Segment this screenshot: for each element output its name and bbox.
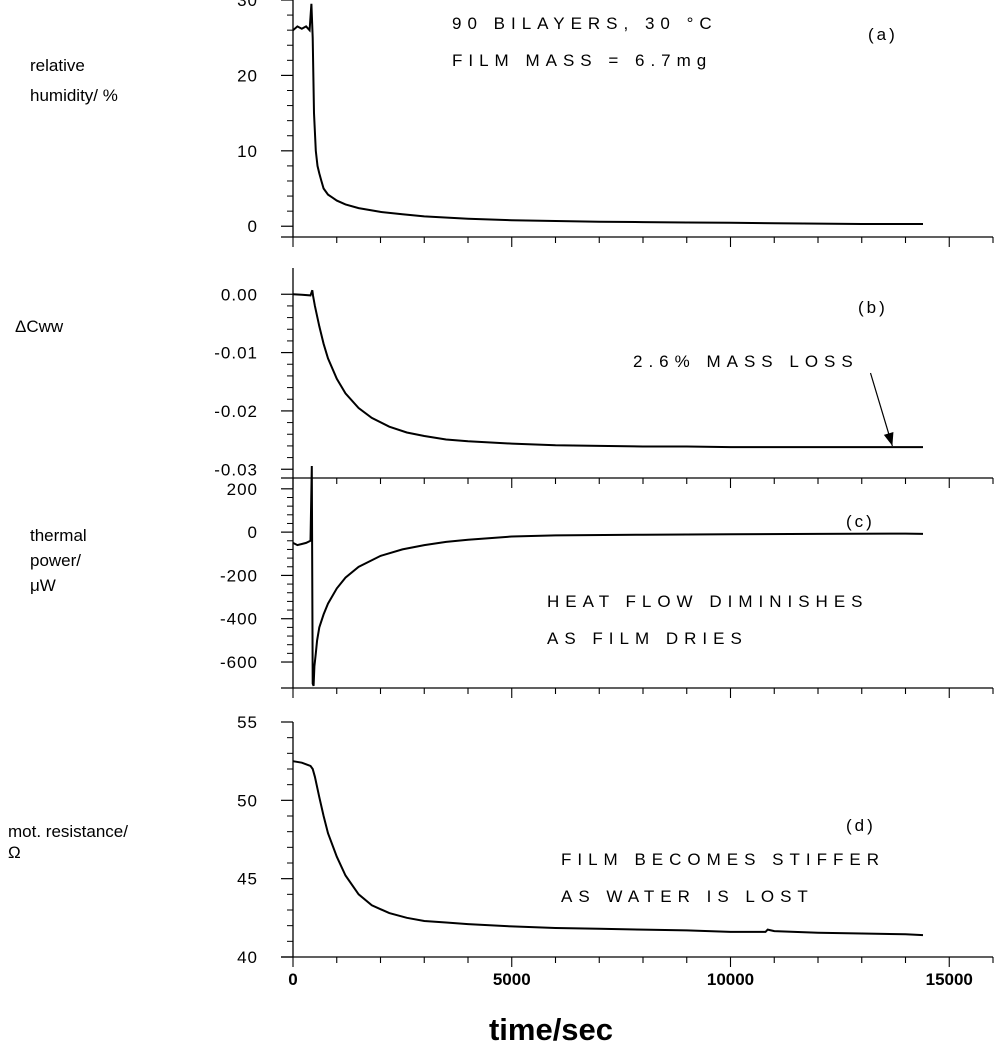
panel-b-arrow-head [883, 432, 894, 446]
panel-a-ylabel-line-2: humidity/ % [30, 86, 118, 105]
panel-c-label: (c) [846, 512, 875, 531]
panel-a-annotation-1: 90 BILAYERS, 30 °C [452, 14, 718, 33]
panel-d-ytick-label: 40 [237, 948, 258, 967]
panel-b-label: (b) [858, 298, 888, 317]
panel-c-ylabel-line-2: power/ [30, 551, 81, 570]
panel-a-annotation-2: FILM MASS = 6.7mg [452, 51, 712, 70]
panel-c-ytick-label: 0 [248, 523, 258, 542]
x-tick-label: 15000 [926, 970, 973, 989]
panel-c-ytick-label: 200 [227, 480, 258, 499]
panel-b-ytick-label: -0.03 [214, 460, 258, 479]
panel-c-annotation-2: AS FILM DRIES [547, 629, 748, 648]
panel-a-ticks: 0 10 20 30 [237, 0, 994, 247]
panel-a-ylabel-line-1: relative [30, 56, 85, 75]
panel-c-ylabel-line-3: μW [30, 576, 56, 595]
panel-b-line [292, 289, 923, 449]
panel-c-frame [281, 478, 993, 689]
x-tick-label: 5000 [493, 970, 531, 989]
panel-d-ytick-label: 45 [237, 870, 258, 889]
panel-d-ytick-label: 50 [237, 791, 258, 810]
panel-a: 0 10 20 30 relative humidity/ % 90 BILAYERS… [30, 0, 994, 247]
panel-d-label: (d) [846, 816, 876, 835]
panel-b: 0.00 -0.01 -0.02 -0.03 ΔCww (b) 2.6% MASS L… [15, 268, 994, 488]
panel-d-annotation-2: AS WATER IS LOST [561, 887, 814, 906]
panel-d-line [292, 760, 924, 937]
panel-a-label: (a) [868, 25, 898, 44]
panel-a-ytick-label: 30 [237, 0, 258, 10]
panel-d-ticks: 55 50 45 40 [237, 713, 994, 967]
x-axis-tick-labels: 0 5000 10000 15000 [288, 970, 973, 989]
panel-b-ytick-label: -0.02 [214, 402, 258, 421]
x-axis-title: time/sec [489, 1012, 613, 1047]
panel-d-ylabel-line-1: mot. resistance/ [8, 822, 128, 841]
panel-b-annotation-1: 2.6% MASS LOSS [633, 352, 859, 371]
panel-c-annotation-1: HEAT FLOW DIMINISHES [547, 592, 869, 611]
panel-c: 200 0 -200 -400 -600 thermal power/ μW (c) H… [30, 465, 994, 698]
panel-c-ylabel-line-1: thermal [30, 526, 87, 545]
panel-d-annotation-1: FILM BECOMES STIFFER [561, 850, 885, 869]
panel-b-ticks: 0.00 -0.01 -0.02 -0.03 [214, 285, 994, 488]
panel-c-ytick-label: -200 [220, 566, 258, 585]
panel-b-ylabel: ΔCww [15, 317, 64, 336]
panel-d-ylabel-line-2: Ω [8, 843, 21, 862]
panel-d-frame [281, 722, 993, 958]
x-axis: 0 5000 10000 15000 [288, 970, 973, 989]
panel-b-ytick-label: 0.00 [221, 285, 258, 304]
panel-a-line [292, 3, 923, 225]
panel-a-ytick-label: 20 [237, 66, 258, 85]
panel-d: 55 50 45 40 mot. resistance/ Ω (d) FILM BEC… [8, 713, 994, 967]
x-tick-label: 10000 [707, 970, 754, 989]
panel-a-ytick-label: 10 [237, 142, 258, 161]
panel-a-ytick-label: 0 [248, 217, 258, 236]
panel-c-line [292, 465, 924, 687]
x-tick-label: 0 [288, 970, 297, 989]
panel-c-ticks: 200 0 -200 -400 -600 [220, 480, 994, 698]
panel-c-ytick-label: -400 [220, 610, 258, 629]
panel-b-frame [281, 268, 993, 479]
panel-d-ytick-label: 55 [237, 713, 258, 732]
panel-b-ytick-label: -0.01 [214, 344, 258, 363]
panel-a-frame [281, 0, 993, 238]
panel-c-ytick-label: -600 [220, 653, 258, 672]
